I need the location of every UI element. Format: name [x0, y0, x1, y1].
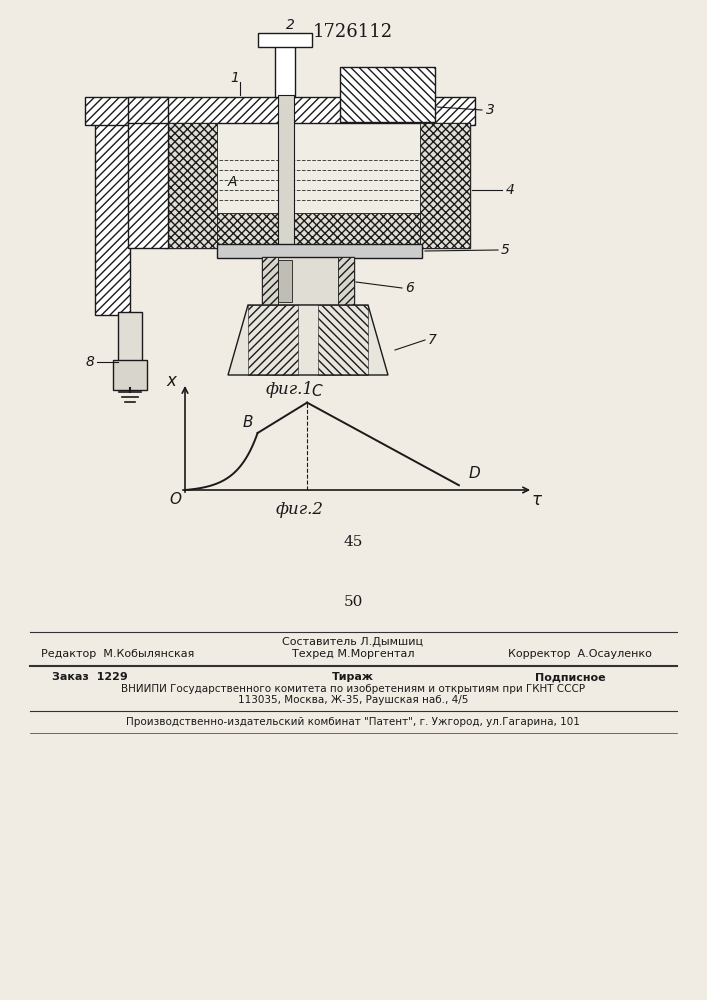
Bar	[278, 95, 294, 248]
Text: D: D	[469, 466, 481, 481]
Bar	[262, 257, 354, 305]
Bar	[262, 257, 278, 305]
Bar	[258, 33, 312, 47]
Text: 4: 4	[506, 183, 515, 197]
Text: O: O	[169, 492, 181, 508]
Text: C: C	[311, 384, 322, 399]
Text: 2: 2	[286, 18, 294, 32]
Bar	[113, 360, 147, 390]
Bar	[248, 305, 298, 375]
Bar	[165, 123, 470, 248]
Text: Подписное: Подписное	[534, 672, 605, 682]
Polygon shape	[228, 305, 388, 375]
Bar	[118, 312, 142, 362]
Text: x: x	[166, 372, 176, 390]
Bar	[340, 67, 435, 122]
Text: A: A	[227, 175, 237, 189]
Text: 8: 8	[86, 355, 95, 369]
Text: Корректор  А.Осауленко: Корректор А.Осауленко	[508, 649, 652, 659]
Bar	[128, 97, 168, 125]
Text: Тираж: Тираж	[332, 672, 374, 682]
Text: 50: 50	[344, 595, 363, 609]
Text: 7: 7	[428, 333, 436, 347]
Bar	[420, 123, 470, 248]
Polygon shape	[278, 248, 294, 263]
Text: фиг.1: фиг.1	[266, 381, 314, 398]
Bar	[275, 45, 295, 97]
Text: Редактор  М.Кобылянская: Редактор М.Кобылянская	[41, 649, 194, 659]
Text: Производственно-издательский комбинат "Патент", г. Ужгород, ул.Гагарина, 101: Производственно-издательский комбинат "П…	[126, 717, 580, 727]
Text: 113035, Москва, Ж-35, Раушская наб., 4/5: 113035, Москва, Ж-35, Раушская наб., 4/5	[238, 695, 468, 705]
Bar	[85, 97, 475, 125]
Text: Техред М.Моргентал: Техред М.Моргентал	[292, 649, 414, 659]
Bar	[318, 305, 368, 375]
Text: 1: 1	[230, 71, 240, 85]
Bar	[338, 257, 354, 305]
Text: B: B	[243, 415, 253, 430]
Bar	[165, 123, 217, 248]
Bar	[95, 115, 130, 315]
Text: 1726112: 1726112	[313, 23, 393, 41]
Text: фиг.2: фиг.2	[276, 502, 324, 518]
Bar	[278, 260, 292, 302]
Bar	[217, 213, 420, 248]
Text: ВНИИПИ Государственного комитета по изобретениям и открытиям при ГКНТ СССР: ВНИИПИ Государственного комитета по изоб…	[121, 684, 585, 694]
Bar	[128, 123, 168, 248]
Text: 6: 6	[406, 281, 414, 295]
Text: 3: 3	[486, 103, 494, 117]
Text: Составитель Л.Дымшиц: Составитель Л.Дымшиц	[283, 637, 423, 647]
Text: Заказ  1229: Заказ 1229	[52, 672, 128, 682]
Text: 45: 45	[344, 535, 363, 549]
Bar	[217, 244, 422, 258]
Text: τ: τ	[532, 491, 542, 509]
Text: 5: 5	[501, 243, 510, 257]
